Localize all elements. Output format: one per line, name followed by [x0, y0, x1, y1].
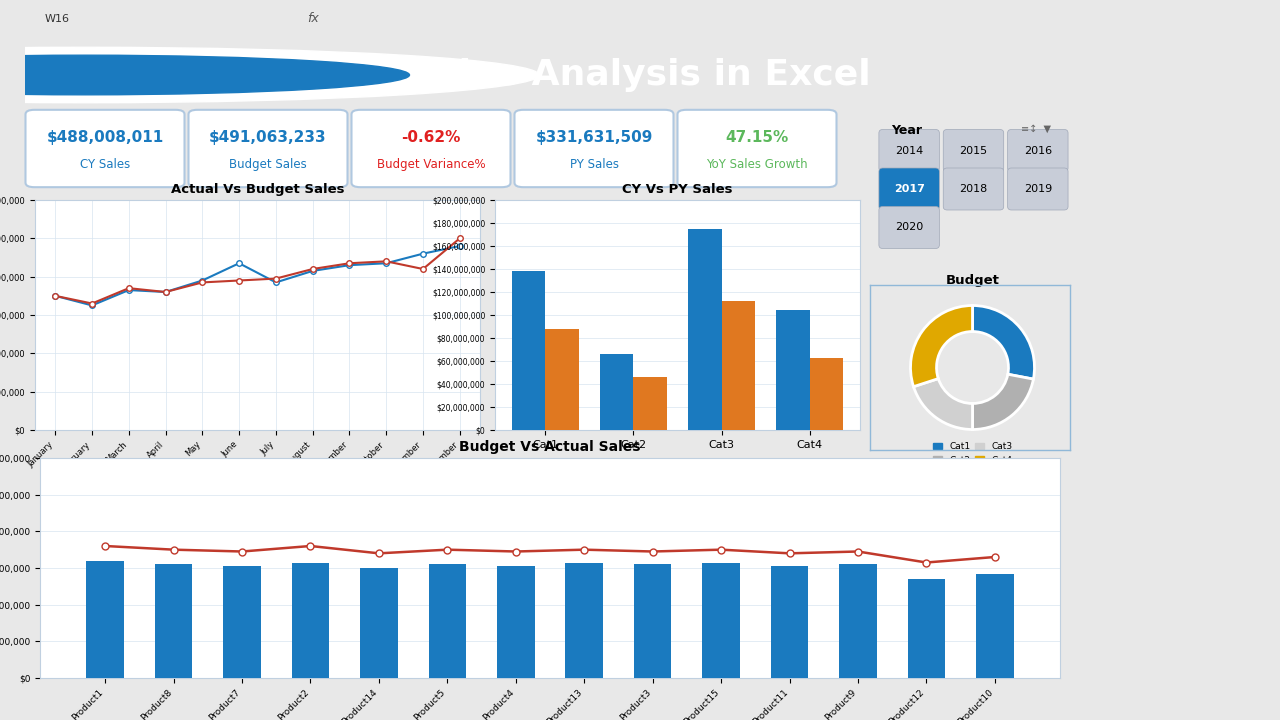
Circle shape: [0, 48, 539, 103]
FancyBboxPatch shape: [1007, 168, 1068, 210]
Bar: [689, 229, 722, 430]
Budgeted Sales: [987, 553, 1002, 562]
Legend: Actual Sales, Budgeted Sales: Actual Sales, Budgeted Sales: [148, 527, 366, 545]
Budgeted Sales: [576, 545, 591, 554]
Budgeted Sales: [919, 558, 934, 567]
Budgeted Sales: [508, 547, 524, 556]
Bar: [975, 574, 1014, 678]
Title: Budget: Budget: [946, 274, 1000, 287]
FancyBboxPatch shape: [677, 110, 837, 187]
FancyBboxPatch shape: [879, 130, 940, 171]
Text: 47.15%: 47.15%: [726, 130, 788, 145]
Text: 2014: 2014: [895, 145, 923, 156]
Budgeted Sales: [850, 547, 865, 556]
Budgeted Sales: [166, 545, 182, 554]
Title: Budget Vs Actual Sales: Budget Vs Actual Sales: [460, 440, 641, 454]
Text: Comparative Analysis in Excel: Comparative Analysis in Excel: [260, 58, 870, 92]
Budgeted Sales: [439, 545, 454, 554]
Text: 2018: 2018: [959, 184, 988, 194]
FancyBboxPatch shape: [515, 110, 673, 187]
Budgeted Sales: [234, 547, 250, 556]
Text: W16: W16: [45, 14, 70, 24]
Circle shape: [0, 55, 410, 95]
Bar: [429, 564, 466, 678]
Text: fx: fx: [307, 12, 319, 25]
Bar: [908, 579, 945, 678]
Bar: [545, 329, 579, 430]
Text: Year: Year: [891, 125, 922, 138]
Wedge shape: [914, 379, 973, 430]
FancyBboxPatch shape: [943, 168, 1004, 210]
Text: -0.62%: -0.62%: [402, 130, 461, 145]
Wedge shape: [910, 305, 973, 387]
Bar: [223, 566, 261, 678]
Bar: [566, 562, 603, 678]
FancyBboxPatch shape: [26, 110, 184, 187]
Text: PY Sales: PY Sales: [570, 158, 618, 171]
Wedge shape: [973, 305, 1034, 379]
FancyBboxPatch shape: [188, 110, 347, 187]
Text: CY Sales: CY Sales: [79, 158, 131, 171]
Text: 2017: 2017: [893, 184, 924, 194]
Bar: [360, 568, 398, 678]
Bar: [86, 561, 124, 678]
FancyBboxPatch shape: [879, 168, 940, 210]
Legend: CY Sales, PY Sales: CY Sales, PY Sales: [595, 458, 759, 476]
Bar: [600, 354, 634, 430]
Text: Budget Sales: Budget Sales: [229, 158, 307, 171]
Bar: [512, 271, 545, 430]
FancyBboxPatch shape: [1007, 130, 1068, 171]
Title: Actual Vs Budget Sales: Actual Vs Budget Sales: [170, 183, 344, 196]
Bar: [703, 562, 740, 678]
Budgeted Sales: [645, 547, 660, 556]
Budgeted Sales: [97, 541, 113, 550]
Bar: [497, 566, 535, 678]
Budgeted Sales: [303, 541, 319, 550]
Text: 2019: 2019: [1024, 184, 1052, 194]
Text: $488,008,011: $488,008,011: [46, 130, 164, 145]
FancyBboxPatch shape: [352, 110, 511, 187]
Text: ≡↕  ▼: ≡↕ ▼: [1021, 125, 1051, 134]
FancyBboxPatch shape: [879, 207, 940, 248]
Bar: [155, 564, 192, 678]
FancyBboxPatch shape: [943, 130, 1004, 171]
Bar: [810, 358, 844, 430]
Bar: [840, 564, 877, 678]
Text: $491,063,233: $491,063,233: [209, 130, 326, 145]
Text: 2016: 2016: [1024, 145, 1052, 156]
Wedge shape: [973, 374, 1033, 430]
Text: Budget Variance%: Budget Variance%: [376, 158, 485, 171]
Budgeted Sales: [713, 545, 728, 554]
Line: Budgeted Sales: Budgeted Sales: [101, 543, 998, 566]
Budgeted Sales: [371, 549, 387, 558]
Bar: [771, 566, 809, 678]
Budgeted Sales: [782, 549, 797, 558]
Title: CY Vs PY Sales: CY Vs PY Sales: [622, 183, 732, 196]
Legend: Cat1, Cat2, Cat3, Cat4: Cat1, Cat2, Cat3, Cat4: [929, 438, 1016, 469]
Text: $331,631,509: $331,631,509: [535, 130, 653, 145]
Text: YoY Sales Growth: YoY Sales Growth: [707, 158, 808, 171]
Text: 2020: 2020: [895, 222, 923, 233]
Bar: [777, 310, 810, 430]
Bar: [634, 377, 667, 430]
Bar: [634, 564, 672, 678]
Bar: [292, 562, 329, 678]
Bar: [722, 301, 755, 430]
Text: 2015: 2015: [960, 145, 988, 156]
